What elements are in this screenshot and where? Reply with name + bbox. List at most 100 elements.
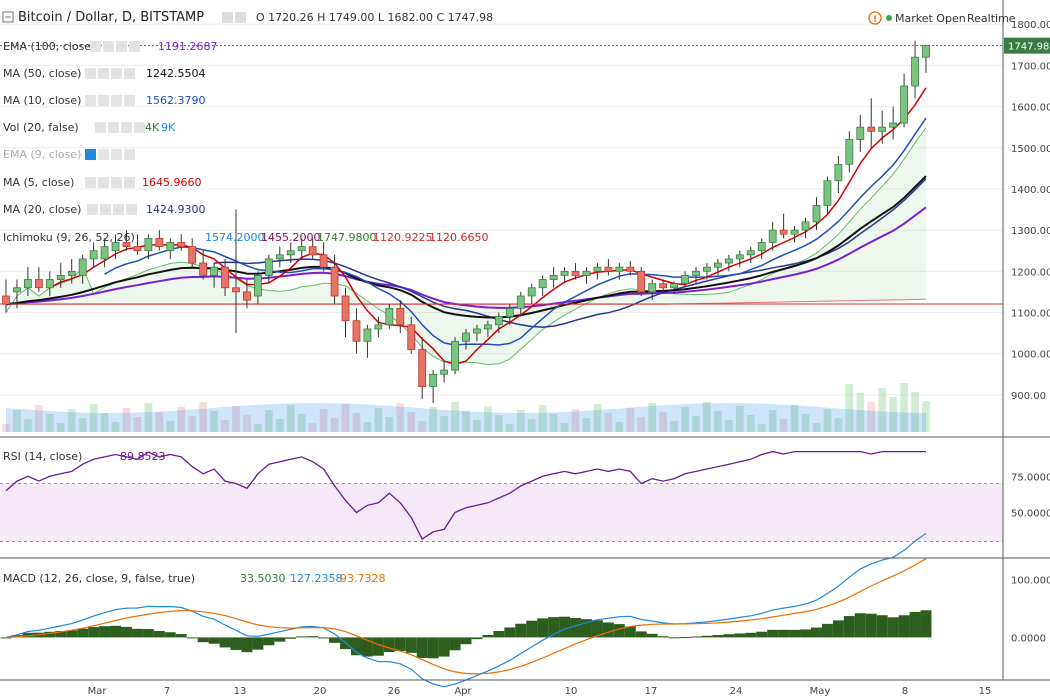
- indicator-control-icon: [85, 95, 96, 106]
- candle-body: [440, 369, 449, 375]
- macd-histogram-bar: [252, 637, 264, 650]
- candle-body: [385, 307, 394, 326]
- header-toolbar[interactable]: [222, 12, 246, 23]
- macd-histogram-bar: [361, 637, 373, 657]
- macd-histogram-bar: [482, 634, 494, 638]
- volume-bar: [232, 406, 240, 432]
- time-tick-label: Mar: [88, 686, 108, 697]
- candle-body: [779, 229, 788, 235]
- indicator-value: 1574.2000: [205, 231, 265, 244]
- macd-value: 127.2358: [290, 572, 343, 585]
- volume-bar: [801, 414, 810, 432]
- volume-bar: [363, 422, 372, 432]
- candle-body: [111, 242, 120, 252]
- indicator-label: MA (20, close): [3, 203, 81, 216]
- macd-histogram-bar: [88, 627, 100, 638]
- macd-histogram-bar: [131, 628, 143, 638]
- macd-histogram-bar: [296, 636, 308, 638]
- macd-histogram-bar: [581, 619, 592, 638]
- macd-tick-label: 100.0000: [1011, 575, 1050, 586]
- candle-body: [549, 275, 558, 280]
- rsi-line: [5, 450, 926, 541]
- market-status: Market Open: [895, 12, 966, 25]
- macd-histogram-bar: [66, 630, 78, 638]
- volume-bar: [681, 407, 689, 432]
- macd-histogram-bar: [471, 637, 483, 640]
- eye-icon[interactable]: [222, 12, 233, 23]
- macd-tick-label: 0.0000: [1011, 633, 1046, 644]
- candle-body: [571, 270, 580, 276]
- volume-bar: [133, 417, 142, 432]
- gear-icon[interactable]: [235, 12, 246, 23]
- candle-body: [166, 242, 175, 252]
- candle-body: [757, 242, 766, 252]
- macd-histogram-bar: [602, 622, 614, 638]
- volume-bar: [495, 415, 503, 432]
- header: Bitcoin / Dollar, D, BITSTAMP O 1720.26 …: [2, 10, 1016, 25]
- indicator-label: MA (50, close): [3, 67, 81, 80]
- indicator-control-icon: [85, 68, 96, 79]
- volume-bar: [166, 421, 175, 432]
- indicator-value: 1645.9660: [142, 176, 202, 189]
- volume-bar: [703, 402, 711, 432]
- indicator-legend: EMA (100, close) 1191.2687 MA (50, close) 1…: [3, 40, 489, 244]
- indicator-control-icon: [98, 149, 109, 160]
- volume-bar: [319, 409, 328, 432]
- candle-body: [735, 254, 744, 260]
- candle-body: [188, 246, 197, 264]
- candle-body: [527, 287, 536, 297]
- indicator-control-icon: [116, 41, 127, 52]
- volume-bar: [35, 405, 43, 432]
- indicator-value: 1562.3790: [146, 94, 206, 107]
- candle-body: [144, 237, 153, 252]
- macd-histogram-bar: [351, 637, 362, 656]
- macd-histogram-bar: [0, 637, 12, 639]
- candle-body: [221, 266, 229, 289]
- macd-histogram-bar: [624, 626, 636, 638]
- volume-bar: [812, 423, 821, 432]
- indicator-control-icon: [98, 177, 109, 188]
- macd-label: MACD (12, 26, close, 9, false, true): [3, 572, 195, 585]
- volume-bar: [13, 410, 21, 432]
- collapse-icon[interactable]: [2, 11, 14, 23]
- indicator-control-icon: [90, 41, 101, 52]
- macd-histogram-bar: [800, 629, 811, 638]
- ema-100-line: [5, 206, 927, 309]
- volume-bar: [462, 411, 470, 432]
- indicator-control-icon: [100, 204, 111, 215]
- indicator-control-icon: [111, 68, 122, 79]
- candle-body: [681, 275, 689, 285]
- volume-bar: [779, 419, 788, 432]
- indicator-control-icon: [126, 204, 137, 215]
- candle-body: [78, 258, 87, 276]
- volume-bar: [911, 392, 919, 432]
- price-tick-label: 1800.00: [1011, 20, 1050, 31]
- candle-body: [922, 45, 930, 58]
- macd-pane: MACD (12, 26, close, 9, false, true) 33.5…: [0, 532, 1050, 688]
- macd-histogram-bar: [635, 631, 647, 638]
- macd-histogram-bar: [504, 627, 516, 638]
- volume-bar: [199, 402, 207, 432]
- candle-body: [243, 291, 251, 301]
- price-tick-label: 1100.00: [1011, 308, 1050, 319]
- volume-bar: [484, 406, 492, 432]
- macd-histogram-bar: [548, 617, 560, 638]
- symbol-title[interactable]: Bitcoin / Dollar, D, BITSTAMP: [18, 10, 204, 25]
- indicator-value: 1455.2000: [261, 231, 321, 244]
- rsi-label: RSI (14, close): [3, 450, 82, 463]
- indicator-control-icon: [95, 122, 106, 133]
- volume-bar: [757, 424, 766, 432]
- macd-histogram-bar: [197, 637, 209, 643]
- time-tick-label: 8: [902, 686, 908, 697]
- macd-histogram-bar: [559, 616, 571, 638]
- volume-bar: [593, 404, 602, 432]
- grid: [0, 23, 1003, 396]
- volume-bar: [922, 401, 930, 432]
- volume-bar: [407, 412, 416, 432]
- indicator-control-icon: [111, 177, 122, 188]
- indicator-control-icon: [108, 122, 119, 133]
- candle-body: [286, 250, 295, 256]
- indicator-control-icon: [111, 149, 122, 160]
- rsi-tick-label: 50.0000: [1011, 509, 1050, 520]
- warning-icon[interactable]: [868, 11, 882, 25]
